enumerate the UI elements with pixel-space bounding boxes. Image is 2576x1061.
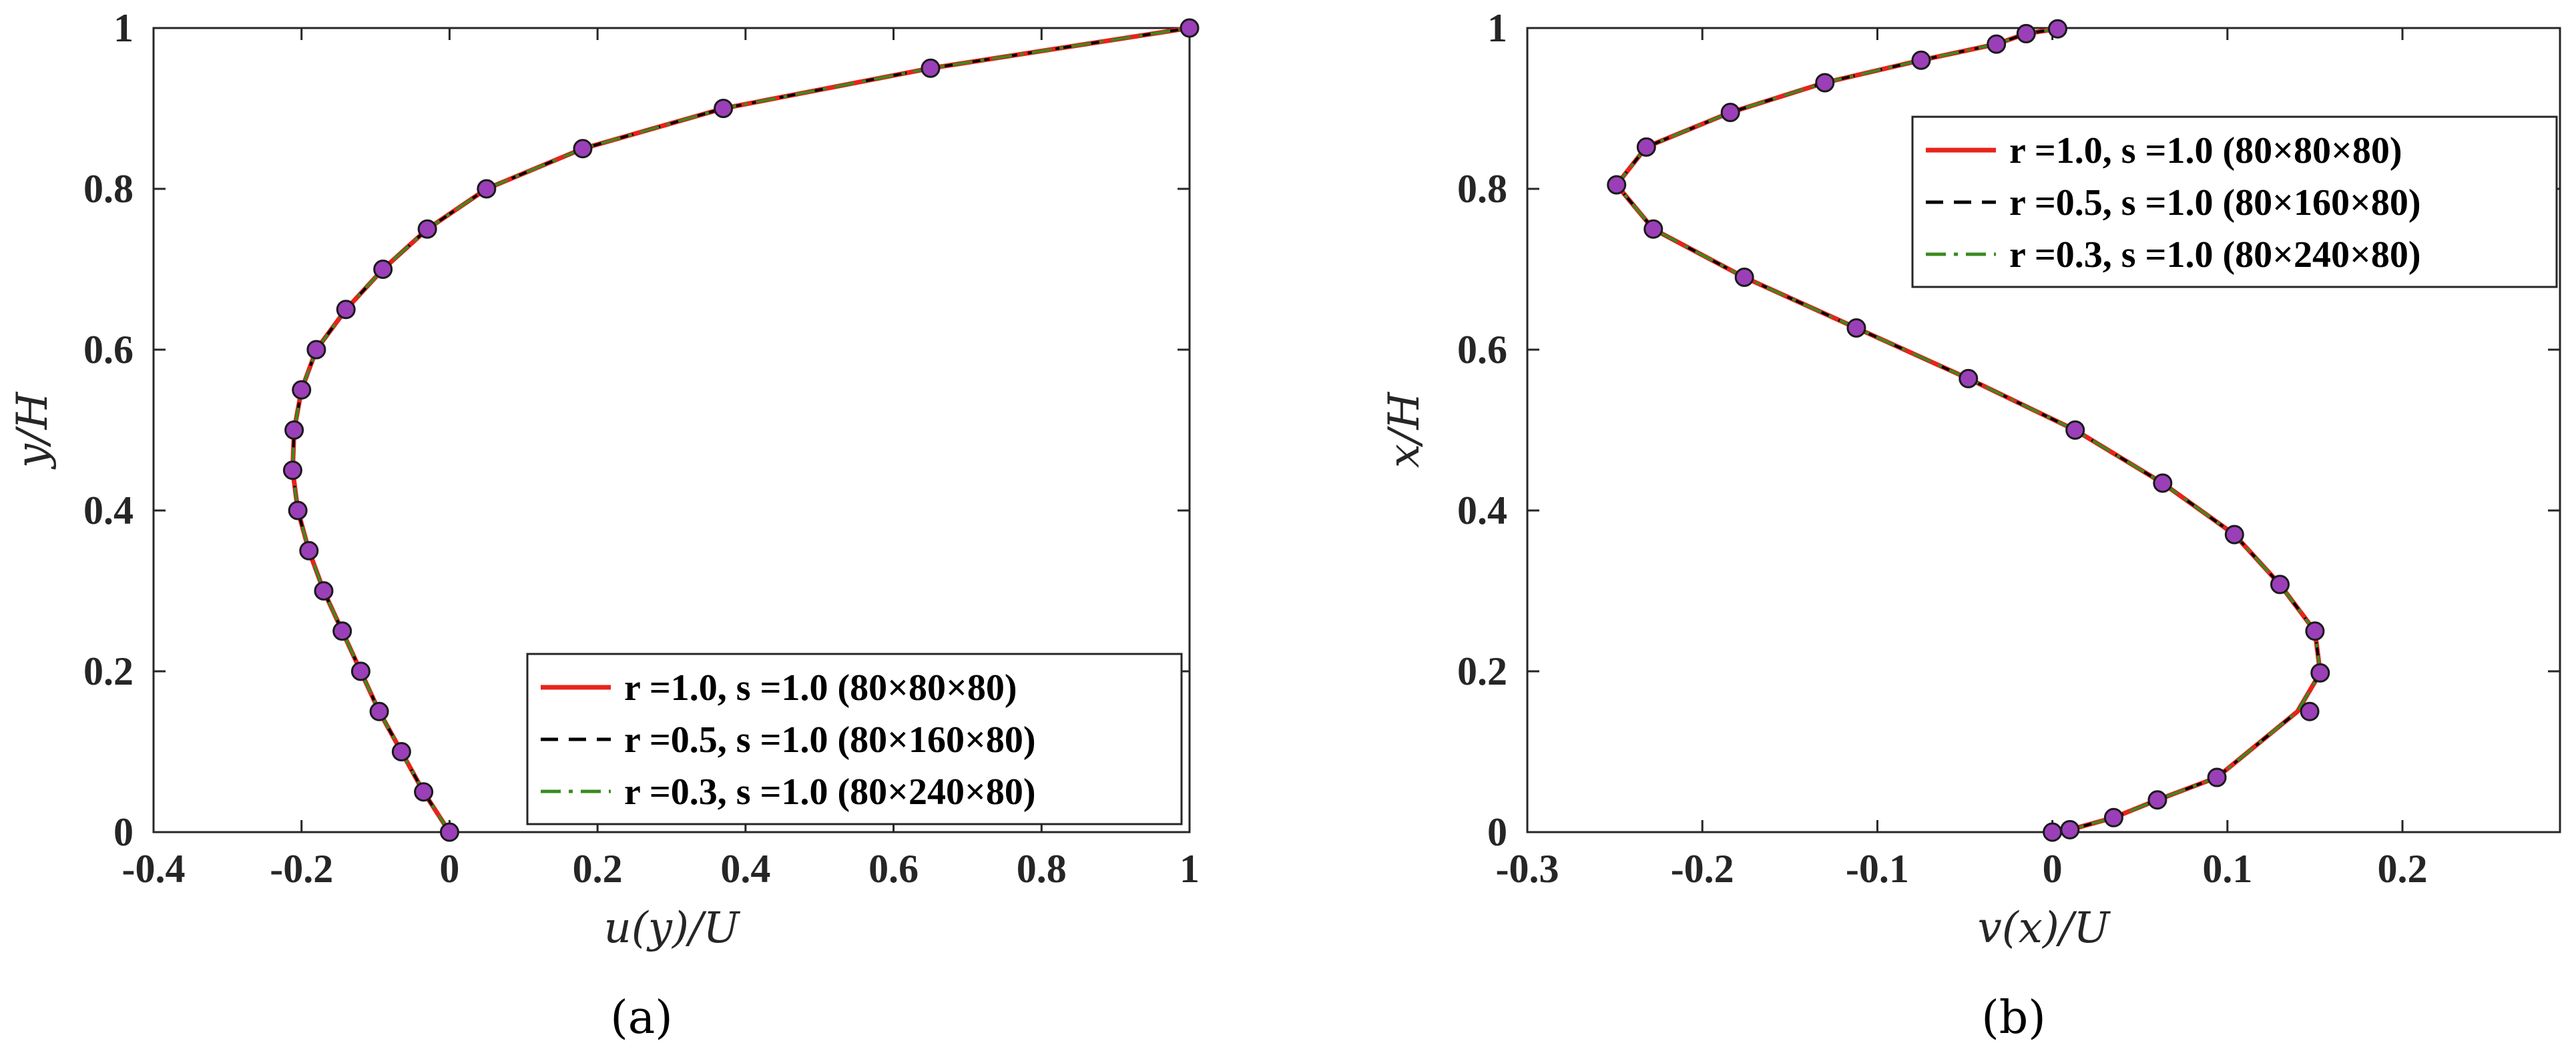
- y-tick-label: 1: [1487, 6, 1507, 50]
- data-marker: [1636, 137, 1656, 157]
- data-marker: [1846, 318, 1866, 338]
- data-marker: [2065, 420, 2085, 440]
- x-axis-label: v(x)/U: [1978, 904, 2111, 953]
- y-tick-label: 0.8: [83, 167, 134, 211]
- data-marker: [288, 500, 308, 520]
- x-tick-label: 0: [439, 847, 459, 891]
- data-marker: [1815, 73, 1835, 93]
- data-marker: [2207, 767, 2227, 787]
- x-tick-label: 0.4: [720, 847, 770, 891]
- plot-frame: [152, 27, 1191, 833]
- x-tick-label: 0.1: [2202, 847, 2252, 891]
- x-tick-label: 0.2: [573, 847, 623, 891]
- chart-panel-a: -0.4 -0.2 0 0.2 0.4 0.6 0.8 1 0 0.2 0.4 0.6 0.8 1 u(y)…: [8, 6, 1200, 1044]
- data-marker: [2060, 819, 2080, 839]
- legend-label-3: r =0.3, s =1.0 (80×240×80): [2009, 234, 2421, 276]
- data-marker: [369, 701, 389, 721]
- data-marker: [299, 541, 319, 561]
- data-marker: [1734, 268, 1754, 288]
- legend-box: [526, 653, 1183, 825]
- data-marker: [336, 300, 356, 320]
- x-tick-label: 0.6: [868, 847, 919, 891]
- y-tick-label: 0.2: [1457, 649, 1507, 693]
- x-tick-label: -0.3: [1496, 847, 1559, 891]
- legend-box: [1911, 115, 2558, 288]
- y-tick-label: 1: [113, 6, 134, 50]
- data-marker: [2147, 790, 2167, 810]
- y-tick-label: 0.6: [1457, 328, 1507, 372]
- data-marker: [1643, 219, 1663, 239]
- y-tick-label: 0.4: [83, 488, 134, 533]
- data-marker: [1180, 18, 1200, 38]
- series-line-3: [1615, 27, 2322, 833]
- y-axis-label: y/H: [8, 392, 57, 470]
- y-tick-label: 0: [1487, 810, 1507, 854]
- data-marker: [417, 219, 437, 239]
- x-tick-label: -0.1: [1846, 847, 1909, 891]
- legend: r =1.0, s =1.0 (80×80×80) r =0.5, s =1.0 …: [1911, 115, 2558, 288]
- x-axis-label: u(y)/U: [604, 904, 741, 953]
- legend: r =1.0, s =1.0 (80×80×80) r =0.5, s =1.0 …: [526, 653, 1183, 825]
- legend-label-3: r =0.3, s =1.0 (80×240×80): [624, 771, 1036, 813]
- data-marker: [306, 340, 326, 360]
- data-marker: [573, 139, 593, 159]
- data-marker: [1911, 50, 1931, 70]
- data-marker: [1987, 34, 2007, 54]
- x-tick-label: 0: [2043, 847, 2063, 891]
- data-marker: [1720, 103, 1740, 123]
- data-marker: [314, 581, 334, 601]
- data-marker: [284, 420, 304, 440]
- y-tick-label: 0.8: [1457, 167, 1507, 211]
- y-tick-label: 0.2: [83, 649, 134, 693]
- data-marker: [391, 742, 411, 761]
- x-tick-label: 0.2: [2378, 847, 2428, 891]
- x-tick-label: -0.2: [1671, 847, 1734, 891]
- x-tick-label: -0.4: [122, 847, 186, 891]
- data-marker: [1959, 368, 1979, 388]
- y-tick-label: 0.6: [83, 328, 134, 372]
- y-axis-label: x/H: [1380, 392, 1429, 468]
- chart-panel-b: -0.3 -0.2 -0.1 0 0.1 0.2 0 0.2 0.4 0.6 0.8 1 v(x)/U x…: [1380, 6, 2561, 1044]
- data-marker: [2016, 23, 2036, 43]
- data-marker: [714, 99, 734, 118]
- panel-caption: (b): [1981, 992, 2046, 1044]
- data-marker: [414, 782, 434, 802]
- panel-caption: (a): [610, 992, 673, 1044]
- data-marker: [2300, 701, 2320, 721]
- data-marker: [2305, 621, 2325, 641]
- data-marker: [2153, 473, 2173, 493]
- x-tick-label: 0.8: [1017, 847, 1067, 891]
- legend-label-2: r =0.5, s =1.0 (80×160×80): [2009, 182, 2421, 224]
- data-marker: [1607, 175, 1627, 195]
- data-marker: [350, 661, 370, 681]
- data-marker: [2310, 663, 2330, 683]
- data-marker: [477, 179, 497, 199]
- data-marker: [2224, 524, 2244, 545]
- x-tick-label: -0.2: [270, 847, 333, 891]
- y-tick-label: 0.4: [1457, 488, 1507, 533]
- x-tick-label: 1: [1180, 847, 1200, 891]
- data-marker: [332, 621, 352, 641]
- data-marker: [439, 822, 459, 842]
- legend-label-2: r =0.5, s =1.0 (80×160×80): [624, 719, 1036, 761]
- data-marker: [2103, 807, 2123, 827]
- data-marker: [2270, 575, 2290, 595]
- legend-label-1: r =1.0, s =1.0 (80×80×80): [624, 667, 1017, 709]
- data-marker: [921, 58, 941, 78]
- data-marker: [373, 260, 393, 279]
- data-marker: [2043, 822, 2063, 842]
- data-marker: [2047, 19, 2067, 39]
- data-marker: [292, 380, 312, 400]
- data-marker: [282, 460, 302, 480]
- legend-label-1: r =1.0, s =1.0 (80×80×80): [2009, 130, 2402, 171]
- y-tick-label: 0: [113, 810, 134, 854]
